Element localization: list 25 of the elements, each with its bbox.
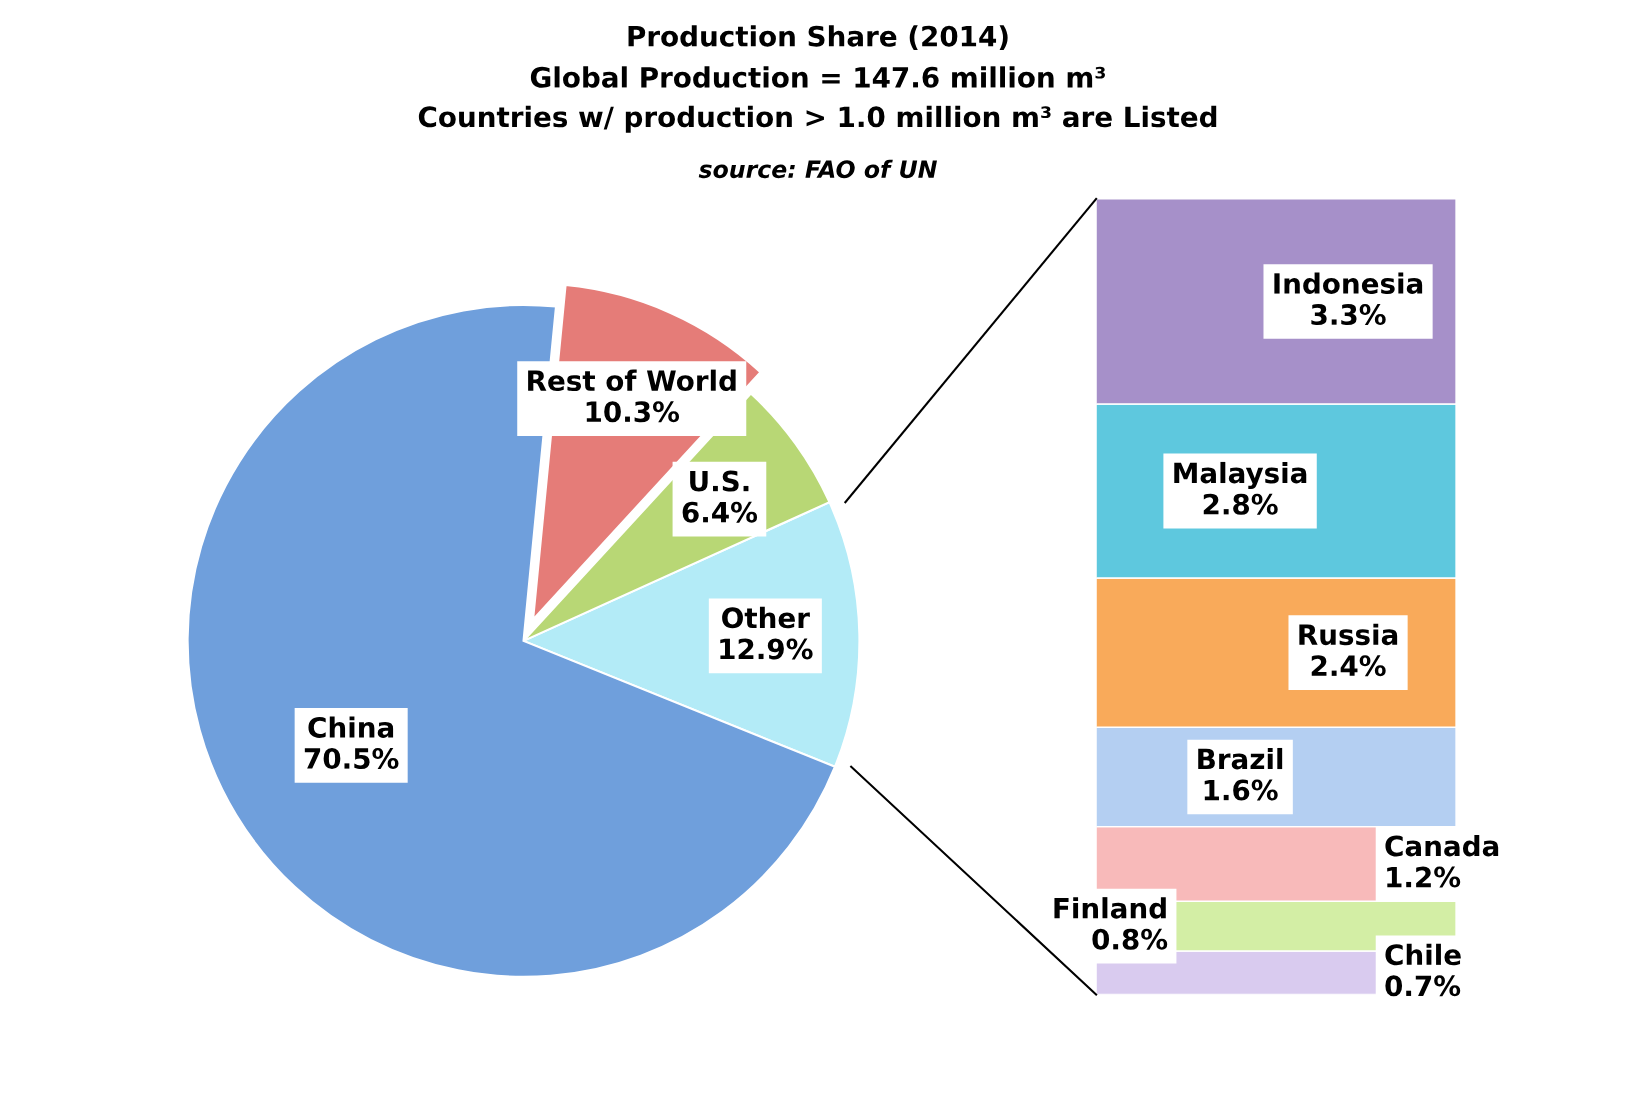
data-label: 3.3% bbox=[1311, 304, 1386, 326]
series-label: Finland bbox=[1054, 897, 1166, 919]
slice-label: Rest of World bbox=[528, 369, 736, 392]
chart-subtitle: Global Production = 147.6 million m³ Countries w/ production > 1.0 million m³ are Listed bbox=[418, 66, 1217, 133]
slice-label: U.S. bbox=[690, 470, 749, 492]
slice-label: Other bbox=[722, 606, 810, 629]
data-label: 70.5% bbox=[304, 747, 399, 769]
data-label: 1.6% bbox=[1204, 779, 1278, 801]
series-label: Indonesia bbox=[1274, 272, 1423, 294]
series-label: Chile bbox=[1385, 943, 1461, 966]
chart-title: Production Share (2014) bbox=[628, 25, 1008, 50]
data-label: 2.4% bbox=[1311, 655, 1386, 677]
source-note: source: FAO of UN bbox=[698, 159, 937, 179]
data-label: 0.7% bbox=[1385, 975, 1461, 997]
series-label: Brazil bbox=[1198, 747, 1283, 770]
data-label: 12.9% bbox=[720, 638, 813, 660]
data-label: 10.3% bbox=[586, 401, 680, 423]
data-label: 2.8% bbox=[1203, 493, 1278, 515]
series-label: Russia bbox=[1299, 623, 1398, 646]
slice-label: China bbox=[308, 716, 394, 738]
data-label: 1.2% bbox=[1387, 866, 1461, 888]
data-label: 6.4% bbox=[682, 501, 758, 523]
data-label: 0.8% bbox=[1092, 928, 1168, 950]
series-label: Canada bbox=[1385, 834, 1499, 857]
series-label: Malaysia bbox=[1174, 461, 1307, 490]
